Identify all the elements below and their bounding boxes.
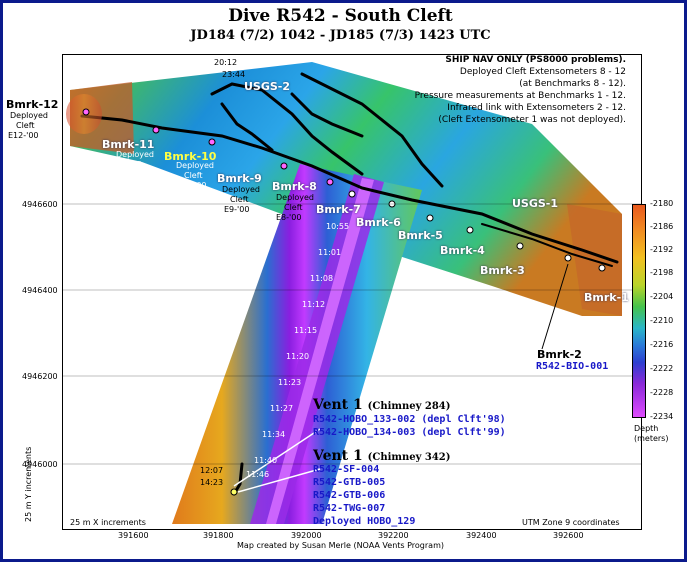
vent1b-sample: R542-GTB-006 — [313, 490, 386, 501]
track-time: 23:44 — [222, 70, 246, 79]
depth-tick: -2234 — [650, 412, 674, 421]
bmrk-8-sub: Cleft — [284, 203, 303, 212]
y-tick: 4946200 — [22, 372, 58, 381]
vent1a-chimney: (Chimney 284) — [367, 401, 451, 412]
y-increment-note: 25 m Y increments — [24, 446, 33, 522]
bmrk-6-label: Bmrk-6 — [356, 216, 401, 229]
track-time: 11:01 — [318, 248, 342, 257]
bmrk-12-sub: E12-'00 — [8, 131, 39, 140]
y-tick: 4946400 — [22, 286, 58, 295]
grid-lines — [62, 203, 642, 465]
bmrk-11-sub: Deployed — [116, 150, 155, 159]
depth-label: Depth — [634, 424, 659, 433]
bmrk-7-label: Bmrk-7 — [316, 203, 361, 216]
bmrk-12-sub: Deployed — [10, 111, 49, 120]
track-time: 11:46 — [246, 470, 270, 479]
vent1b-chimney: (Chimney 342) — [367, 452, 451, 463]
usgs-1-label: USGS-1 — [512, 197, 559, 210]
usgs-2-label: USGS-2 — [244, 80, 291, 93]
bmrk-12-label: Bmrk-12 — [6, 98, 59, 111]
vent-pointers — [233, 428, 321, 493]
track-time: 11:27 — [270, 404, 294, 413]
bmrk-12-sub: Cleft — [16, 121, 35, 130]
bmrk-9-sub: E9-'00 — [224, 205, 250, 214]
track-time: 11:12 — [302, 300, 326, 309]
note-line: (at Benchmarks 8 - 12). — [519, 79, 626, 89]
track-time: 11:20 — [286, 352, 310, 361]
vent1a-sample: R542-HOBO_133-002 (depl Clft'98) — [313, 414, 506, 425]
track-time: 10:55 — [326, 222, 350, 231]
bmrk-10-sub: Deployed — [176, 161, 215, 170]
note-line: SHIP NAV ONLY (PS8000 problems). — [445, 55, 626, 65]
bmrk-11-label: Bmrk-11 — [102, 138, 155, 151]
bmrk-9-sub: Deployed — [222, 185, 261, 194]
note-line: Pressure measurements at Benchmarks 1 - … — [414, 91, 626, 101]
dive-notes: SHIP NAV ONLY (PS8000 problems). Deploye… — [410, 54, 626, 126]
track-time: 11:23 — [278, 378, 302, 387]
utm-note: UTM Zone 9 coordinates — [522, 518, 620, 527]
track-time: 20:12 — [214, 58, 238, 67]
bmrk-10-label: Bmrk-10 — [164, 150, 217, 163]
depth-units: (meters) — [634, 434, 669, 443]
bmrk-2-sample: R542-BIO-001 — [536, 361, 609, 372]
map-subtitle: JD184 (7/2) 1042 - JD185 (7/3) 1423 UTC — [190, 28, 491, 43]
note-line: Infrared link with Extensometers 2 - 12. — [447, 103, 626, 113]
bmrk-4-label: Bmrk-4 — [440, 244, 485, 257]
depth-tick: -2204 — [650, 292, 674, 301]
track-time: 11:15 — [294, 326, 318, 335]
x-tick: 391600 — [118, 531, 149, 540]
bmrk-11-sub: E11-'00 — [116, 170, 147, 179]
bmrk-11-sub: Cleft — [124, 160, 143, 169]
map-credit: Map created by Susan Merle (NOAA Vents P… — [237, 541, 444, 550]
depth-tick: -2186 — [650, 222, 674, 231]
bmrk-5-label: Bmrk-5 — [398, 229, 443, 242]
y-tick: 4946000 — [22, 460, 58, 469]
vertical-swath — [172, 164, 422, 524]
bmrk-3-label: Bmrk-3 — [480, 264, 525, 277]
depth-tick: -2198 — [650, 268, 674, 277]
bmrk-8-label: Bmrk-8 — [272, 180, 317, 193]
depth-tick: -2210 — [650, 316, 674, 325]
x-increment-note: 25 m X increments — [70, 518, 146, 527]
x-tick: 392000 — [291, 531, 322, 540]
note-line: (Cleft Extensometer 1 was not deployed). — [438, 115, 626, 125]
bmrk-8-sub: E8-'00 — [276, 213, 302, 222]
map-title: Dive R542 - South Cleft — [228, 6, 453, 26]
track-time: 11:40 — [254, 456, 278, 465]
note-line: Deployed Cleft Extensometers 8 - 12 — [459, 67, 626, 77]
vent1b-sample: Deployed HOBO_129 — [313, 516, 416, 527]
bathymetry-map — [62, 54, 642, 530]
vent1a-sample: R542-HOBO_134-003 (depl Clft'99) — [313, 427, 506, 438]
depth-tick: -2192 — [650, 245, 674, 254]
depth-tick: -2180 — [650, 199, 674, 208]
x-tick: 392400 — [466, 531, 497, 540]
vent1b-title: Vent 1 (Chimney 342) — [313, 448, 451, 464]
depth-colorbar — [632, 204, 646, 418]
bmrk-10-sub: E10-'00 — [176, 181, 207, 190]
x-tick: 391800 — [203, 531, 234, 540]
bm2-pointer — [541, 263, 569, 350]
track-time: 11:08 — [310, 274, 334, 283]
track-time: 11:34 — [262, 430, 286, 439]
track-time: 14:23 — [200, 478, 224, 487]
vent1a-label: Vent 1 — [313, 397, 363, 413]
bmrk-8-sub: Deployed — [276, 193, 315, 202]
x-tick: 392600 — [553, 531, 584, 540]
bmrk-2-label: Bmrk-2 — [537, 348, 582, 361]
bmrk-9-label: Bmrk-9 — [217, 172, 262, 185]
vent1b-label: Vent 1 — [313, 448, 363, 464]
vent1b-sample: R542-SF-004 — [313, 464, 380, 475]
vent1b-sample: R542-TWG-007 — [313, 503, 386, 514]
depth-tick: -2228 — [650, 388, 674, 397]
vent1a-title: Vent 1 (Chimney 284) — [313, 397, 451, 413]
track-time: 12:07 — [200, 466, 224, 475]
bmrk-9-sub: Cleft — [230, 195, 249, 204]
y-tick: 4946600 — [22, 200, 58, 209]
depth-tick: -2216 — [650, 340, 674, 349]
bmrk-10-sub: Cleft — [184, 171, 203, 180]
x-tick: 392200 — [378, 531, 409, 540]
depth-tick: -2222 — [650, 364, 674, 373]
vent1b-sample: R542-GTB-005 — [313, 477, 386, 488]
bmrk-1-label: Bmrk-1 — [584, 291, 629, 304]
